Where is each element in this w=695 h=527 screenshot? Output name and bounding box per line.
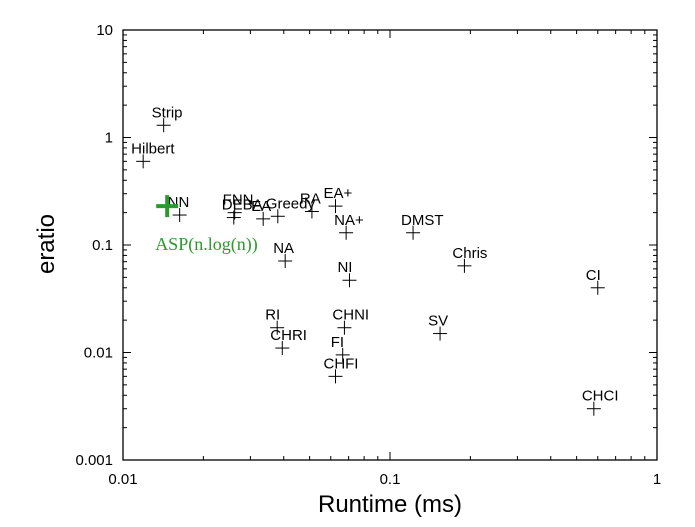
point-label: RA [300,190,321,207]
y-axis-title: eratio [33,214,60,274]
point-label: Chris [452,245,487,262]
data-point: CHCI [582,388,619,416]
data-point: EA [251,198,271,226]
point-label: NA+ [334,212,364,229]
data-point: Hilbert [131,140,175,169]
data-point: Greedy [266,195,316,224]
highlight-point: ASP(n.log(n)) [155,195,258,255]
point-label: Hilbert [131,140,175,157]
data-point: CHFI [323,355,358,384]
x-tick-label: 1 [653,471,661,488]
point-label: NA [273,240,294,257]
data-point: NA+ [334,212,364,240]
y-tick-label: 10 [96,22,113,39]
x-tick-label: 0.01 [108,471,137,488]
data-point: NA [273,240,294,268]
y-tick-label: 1 [105,130,113,147]
point-label: FI [331,334,344,351]
point-label: CHFI [323,355,358,372]
point-label: CHCI [582,388,619,405]
data-point: CHNI [332,307,369,335]
point-label: CHRI [270,327,307,344]
point-label: FNN [223,192,254,209]
data-point: RA [300,190,321,219]
data-point: SV [428,313,448,341]
data-point: DMST [401,212,444,240]
y-tick-label: 0.001 [75,452,113,469]
data-point: CHRI [270,327,307,356]
x-tick-label: 0.1 [380,471,401,488]
point-label: DEBA [222,197,263,214]
point-label: EA [251,198,271,215]
data-point: Chris [452,245,487,273]
point-label: DMST [401,212,444,229]
point-label: NI [337,259,352,276]
data-point: FI [331,334,350,362]
data-point: FNN [223,192,254,220]
point-label: SV [428,313,448,330]
y-tick-label: 0.1 [92,237,113,254]
axes: 0.01 0.1 1 10 1 0.1 0.01 0.001 [75,22,661,488]
point-label: CI [586,267,601,284]
y-tick-label: 0.01 [84,345,113,362]
x-axis-title: Runtime (ms) [318,491,462,518]
point-label: RI [265,307,280,324]
point-label: NN [168,194,190,211]
highlight-label: ASP(n.log(n)) [155,234,258,255]
point-label: Strip [152,104,183,121]
point-label: CHNI [332,307,369,324]
data-point: Strip [152,104,183,133]
data-point: RI [265,307,285,335]
point-label: EA+ [323,185,352,202]
data-point: CI [586,267,605,295]
data-point: NI [337,259,357,288]
data-point: EA+ [323,185,353,214]
point-label: Greedy [266,195,316,212]
